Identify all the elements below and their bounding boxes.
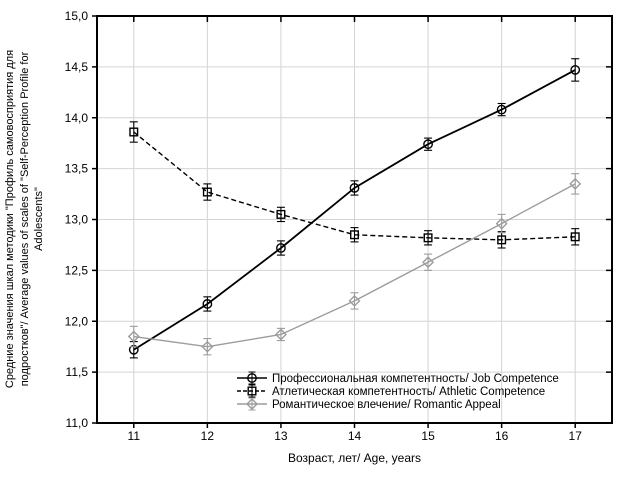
y-tick-label: 14,0 [65,111,89,125]
y-axis-title-line: Adolescents" [33,187,46,251]
circle-marker [496,104,507,115]
diamond-marker [348,294,361,307]
circle-marker [202,299,213,309]
error-bar [203,183,212,201]
y-tick-label: 11,5 [66,365,89,379]
y-tick-label: 14,5 [65,60,89,74]
diamond-marker [422,256,435,269]
legend-label: Атлетическая компетентность/ Athletic Co… [272,386,545,398]
square-marker [129,127,139,137]
y-axis-title-line: Средние значения шкал методики "Профиль … [4,49,16,389]
square-marker [247,386,257,396]
square-marker [570,232,580,242]
y-tick-label: 13,0 [65,213,89,227]
y-tick-label: 11,0 [66,416,89,430]
y-tick-label: 13,5 [65,162,89,176]
series-line [133,183,576,348]
axis-ticks [92,15,612,428]
legend: Профессиональная компетентность/ Job Com… [237,371,559,411]
diamond-marker [274,328,287,341]
x-tick-label: 11 [128,429,141,443]
diamond-marker [201,340,214,353]
y-tick-label: 12,5 [65,263,89,277]
diamond-marker [569,177,582,190]
x-tick-label: 15 [421,429,435,443]
square-marker [423,233,433,243]
square-marker [276,209,286,219]
x-tick-label: 13 [274,429,288,443]
legend-item-romantic-appeal: Романтическое влечение/ Romantic Appeal [237,397,501,411]
square-marker [497,235,507,245]
x-tick-label: 14 [348,429,362,443]
diamond-marker [127,330,140,343]
x-axis-title: Возраст, лет/ Age, years [288,451,421,465]
circle-marker [247,373,257,383]
circle-marker [276,243,286,253]
y-tick-label: 15,0 [65,9,89,23]
series-romantic-appeal [127,173,582,356]
gridlines [97,16,612,423]
series-line [133,69,576,351]
axis-labels: 11,0 11,5 12,0 12,5 13,0 13,5 14,0 14,5 15,0 11 12… [65,9,583,465]
circle-marker [349,183,360,193]
series-athletic-competence [129,121,580,249]
series-line [133,131,576,241]
x-tick-label: 17 [569,429,583,443]
square-marker [202,187,212,197]
diamond-marker [495,217,508,230]
y-axis-title: Средние значения шкал методики "Профиль … [3,17,49,421]
legend-label: Профессиональная компетентность/ Job Com… [272,373,559,385]
legend-item-job-competence: Профессиональная компетентность/ Job Com… [237,371,559,385]
legend-label: Романтическое влечение/ Romantic Appeal [272,399,501,411]
circle-marker [423,139,433,150]
diamond-marker [246,398,258,410]
square-marker [350,230,360,240]
x-tick-label: 12 [201,429,215,443]
series-job-competence [128,58,581,359]
y-axis-title-line: подростков"/ Average values of scales of… [18,51,31,387]
y-tick-label: 12,0 [65,314,89,328]
error-bar [571,228,580,246]
x-tick-label: 16 [495,429,509,443]
circle-marker [570,65,581,75]
legend-item-athletic-competence: Атлетическая компетентность/ Athletic Co… [237,384,545,398]
